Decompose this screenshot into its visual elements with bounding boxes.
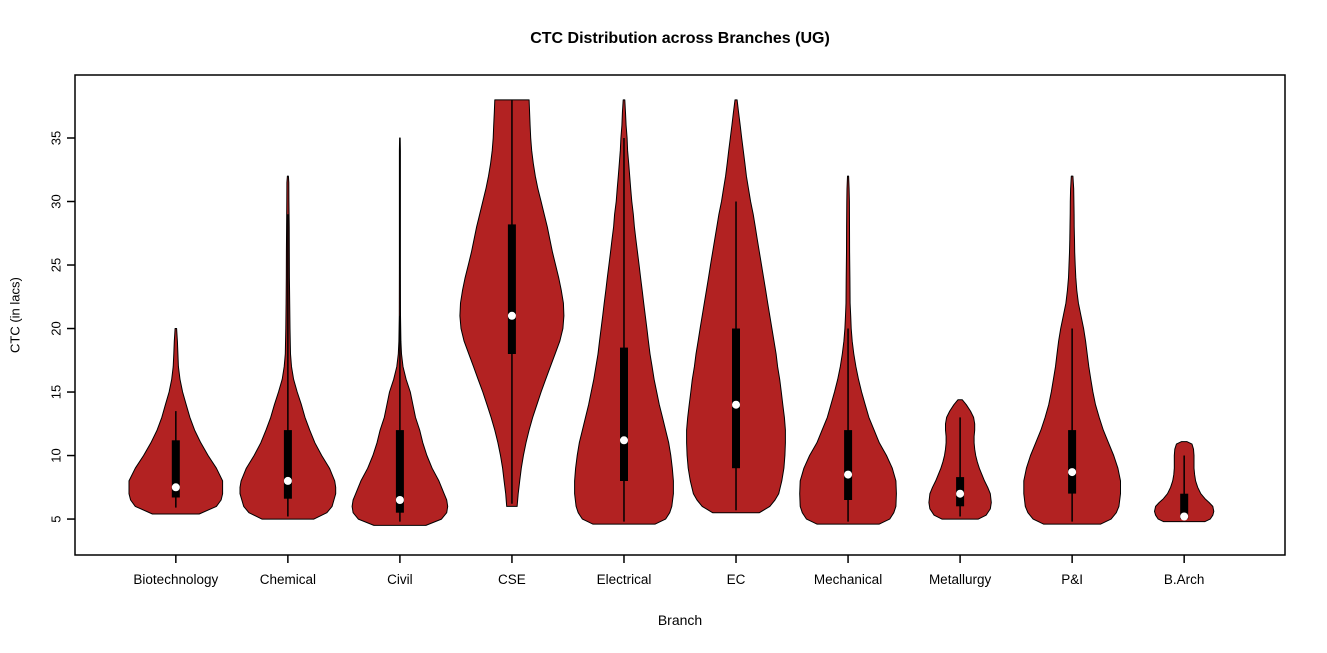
y-axis-title: CTC (in lacs): [7, 277, 23, 353]
iqr-box-biotechnology: [171, 440, 180, 498]
iqr-box-cse: [507, 224, 516, 354]
y-tick-label: 5: [48, 515, 63, 522]
y-tick-label: 30: [48, 194, 63, 208]
iqr-box-chemical: [283, 430, 292, 499]
iqr-box-b-arch: [1180, 493, 1189, 520]
median-dot-ec: [732, 400, 741, 409]
median-dot-p-i: [1068, 468, 1077, 477]
chart-title: CTC Distribution across Branches (UG): [530, 30, 830, 47]
x-tick-label: Metallurgy: [929, 572, 992, 587]
median-dot-civil: [395, 496, 404, 504]
x-tick-label: Electrical: [597, 572, 652, 587]
median-dot-cse: [507, 311, 516, 320]
y-tick-label: 20: [48, 321, 63, 335]
y-tick-label: 15: [48, 385, 63, 399]
x-tick-label: EC: [727, 572, 746, 587]
x-tick-label: Mechanical: [814, 572, 882, 587]
x-tick-label: Civil: [387, 572, 413, 587]
iqr-box-p-i: [1068, 430, 1077, 494]
x-tick-label: B.Arch: [1164, 572, 1205, 587]
y-tick-label: 25: [48, 258, 63, 272]
plot-border: [74, 74, 1286, 556]
x-tick-label: Chemical: [260, 572, 316, 587]
x-tick-label: CSE: [498, 572, 526, 587]
median-dot-mechanical: [844, 470, 853, 479]
x-axis-title: Branch: [657, 612, 703, 628]
y-tick-label: 10: [48, 448, 63, 462]
median-dot-metallurgy: [956, 489, 965, 498]
median-dot-electrical: [619, 436, 628, 445]
median-dot-b-arch: [1180, 512, 1189, 521]
x-tick-label: P&I: [1061, 572, 1083, 587]
y-tick-label: 35: [48, 131, 63, 145]
median-dot-chemical: [283, 476, 292, 485]
iqr-box-mechanical: [844, 430, 853, 500]
iqr-box-electrical: [620, 347, 628, 481]
median-dot-biotechnology: [171, 483, 180, 492]
iqr-box-ec: [732, 328, 740, 469]
x-tick-label: Biotechnology: [133, 572, 218, 587]
iqr-box-civil: [395, 430, 404, 513]
